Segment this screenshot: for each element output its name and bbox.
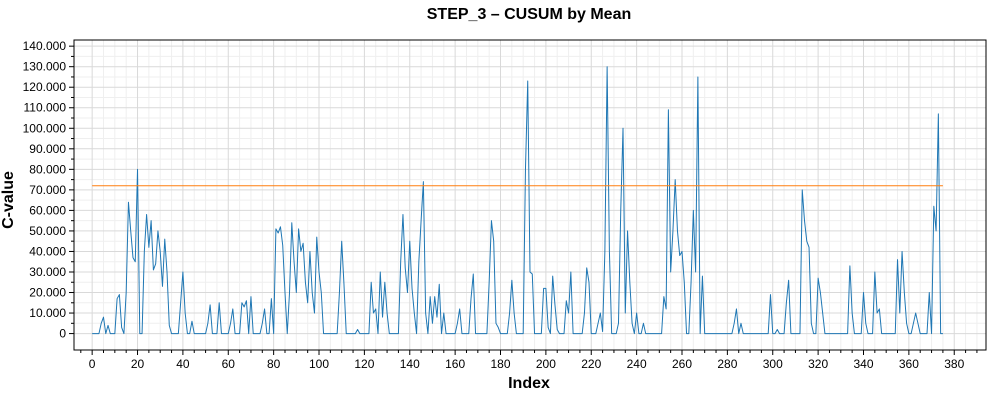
y-tick-label: 60.000 [29,203,66,217]
x-tick-label: 380 [944,357,964,371]
y-tick-label: 70.000 [29,183,66,197]
x-tick-label: 0 [89,357,96,371]
x-tick-label: 200 [536,357,556,371]
y-tick-label: 10.000 [29,306,66,320]
x-tick-label: 140 [400,357,420,371]
x-tick-label: 160 [445,357,465,371]
minor-grid [74,40,986,350]
x-tick-label: 80 [267,357,281,371]
major-grid [74,40,986,350]
x-tick-label: 240 [627,357,647,371]
x-tick-label: 60 [222,357,236,371]
x-tick-label: 20 [131,357,145,371]
plot-frame [73,39,987,351]
y-tick-label: 80.000 [29,162,66,176]
y-tick-label: 40.000 [29,244,66,258]
y-tick-label: 50.000 [29,224,66,238]
x-tick-label: 260 [672,357,692,371]
x-tick-label: 320 [808,357,828,371]
x-tick-label: 220 [581,357,601,371]
y-tick-label: 20.000 [29,286,66,300]
x-tick-label: 360 [899,357,919,371]
y-tick-label: 140.000 [23,39,67,53]
y-tick-label: 110.000 [24,101,67,115]
x-tick-label: 40 [176,357,190,371]
x-tick-label: 120 [354,357,374,371]
cusum-series-line [92,66,943,335]
y-axis-label: C-value [0,171,17,229]
y-tick-label: 120.000 [23,80,67,94]
x-tick-label: 300 [763,357,783,371]
x-axis-label: Index [508,375,550,392]
chart-title: STEP_3 – CUSUM by Mean [427,6,632,23]
y-tick-label: 100.000 [23,121,67,135]
x-tick-label: 100 [309,357,329,371]
x-tick-label: 280 [717,357,737,371]
y-tick-label: 30.000 [29,265,66,279]
y-tick-label: 90.000 [29,142,66,156]
y-tick-label: 0 [59,327,66,341]
axis-layer: 0 20 40 60 80 100 120 140 160 180 200 220 240 260 280 3… [23,39,978,371]
series-layer [92,66,943,335]
x-tick-label: 180 [490,357,510,371]
x-tick-label: 340 [853,357,873,371]
y-tick-label: 130.000 [23,60,67,74]
